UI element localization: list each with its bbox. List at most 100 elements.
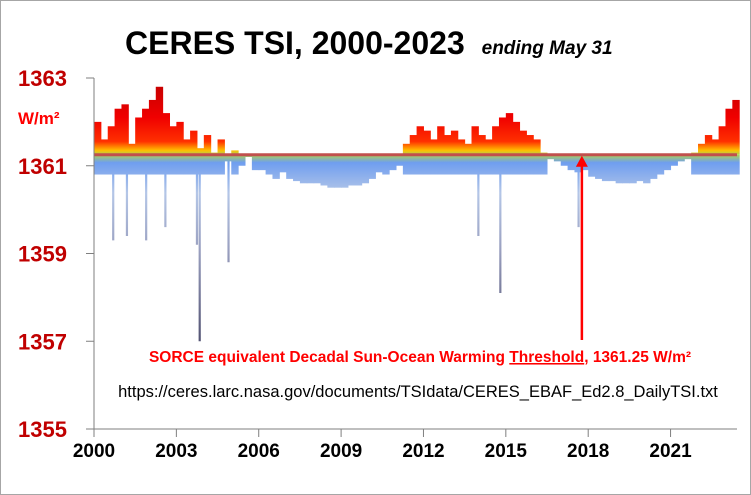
tsi-bar-above bbox=[128, 143, 136, 155]
tsi-bar-above bbox=[94, 121, 102, 155]
tsi-bar-above bbox=[402, 143, 411, 155]
tsi-bar-below bbox=[553, 154, 562, 162]
tsi-bar-below bbox=[231, 154, 239, 175]
tsi-bar-below bbox=[155, 154, 164, 175]
tsi-bar-below bbox=[656, 154, 665, 175]
tsi-bar-above bbox=[725, 108, 733, 155]
tsi-bar-below bbox=[677, 154, 685, 162]
tsi-bar-below bbox=[519, 154, 527, 175]
tsi-bar-below bbox=[608, 154, 617, 182]
tsi-bar-above bbox=[711, 139, 720, 155]
tsi-bar-below bbox=[430, 154, 438, 175]
tsi-bar-below bbox=[347, 154, 356, 186]
tsi-bar-below bbox=[361, 154, 370, 184]
tsi-bar-above bbox=[437, 126, 445, 155]
tsi-bar-below bbox=[691, 154, 699, 175]
tsi-bar-below bbox=[457, 154, 466, 175]
tsi-bar-above bbox=[718, 126, 726, 155]
tsi-bar-above bbox=[698, 143, 706, 155]
tsi-bar-below bbox=[595, 154, 603, 179]
tsi-bar-below bbox=[217, 154, 225, 175]
tsi-bar-above bbox=[485, 139, 493, 155]
tsi-bar-below bbox=[505, 154, 514, 175]
tsi-bar-above bbox=[416, 126, 424, 155]
threshold-arrow-head bbox=[575, 155, 588, 167]
tsi-bar-below bbox=[368, 154, 376, 179]
tsi-bar-below bbox=[601, 154, 610, 182]
tsi-bar-below bbox=[341, 154, 349, 188]
tsi-bar-below bbox=[293, 154, 301, 182]
tsi-bar-above bbox=[478, 135, 486, 155]
tsi-bar-below bbox=[492, 154, 500, 175]
tsi-bar-above bbox=[217, 139, 225, 155]
tsi-bar-below bbox=[450, 154, 459, 175]
y-tick-label: 1363 bbox=[18, 66, 67, 91]
tsi-bar-above bbox=[231, 150, 239, 155]
y-tick-label: 1361 bbox=[18, 154, 67, 179]
tsi-bar-below bbox=[725, 154, 733, 175]
tsi-bar-below bbox=[732, 154, 740, 175]
tsi-bar-below bbox=[334, 154, 342, 188]
tsi-bar-below bbox=[698, 154, 706, 175]
tsi-bar-below bbox=[704, 154, 713, 175]
tsi-bar-below bbox=[560, 154, 569, 166]
tsi-bar-below bbox=[190, 154, 198, 175]
tsi-bar-below bbox=[663, 154, 672, 171]
tsi-bar-below bbox=[238, 154, 246, 166]
tsi-bar-below bbox=[444, 154, 452, 175]
y-tick-label: 1359 bbox=[18, 242, 67, 267]
y-tick-label: 1355 bbox=[18, 417, 67, 442]
tsi-bar-below bbox=[203, 154, 212, 175]
tsi-bar-above bbox=[498, 117, 507, 155]
tsi-bar-above bbox=[169, 126, 177, 155]
tsi-bar-below bbox=[375, 154, 383, 173]
tsi-bar-above bbox=[155, 86, 164, 155]
tsi-bar-below bbox=[643, 154, 651, 184]
tsi-bar-below bbox=[478, 154, 486, 175]
tsi-bar-below bbox=[107, 154, 116, 175]
tsi-bar-below bbox=[485, 154, 493, 175]
tsi-bar-below bbox=[622, 154, 630, 184]
tsi-bar-below bbox=[471, 154, 479, 175]
tsi-bar-below bbox=[636, 154, 644, 182]
tsi-bar-above bbox=[526, 135, 534, 155]
tsi-bar-above bbox=[196, 148, 205, 155]
x-tick-label: 2015 bbox=[485, 441, 528, 462]
x-tick-label: 2006 bbox=[238, 441, 280, 462]
tsi-bar-below bbox=[258, 154, 267, 171]
tsi-bar-above bbox=[423, 130, 431, 155]
tsi-bar-below bbox=[464, 154, 473, 175]
tsi-bar-below bbox=[327, 154, 335, 188]
tsi-bar-below bbox=[409, 154, 418, 175]
tsi-bar-below bbox=[629, 154, 637, 184]
x-tick-label: 2018 bbox=[567, 441, 609, 462]
tsi-bar-below bbox=[533, 154, 541, 175]
tsi-bar-above bbox=[183, 139, 191, 155]
tsi-bar-below bbox=[588, 154, 596, 177]
x-tick-label: 2021 bbox=[649, 441, 692, 462]
tsi-bar-above bbox=[430, 139, 438, 155]
tsi-bar-below bbox=[437, 154, 445, 175]
tsi-bar-below bbox=[670, 154, 678, 166]
x-tick-label: 2000 bbox=[73, 441, 115, 462]
tsi-bar-above bbox=[519, 130, 527, 155]
tsi-bar-below bbox=[135, 154, 143, 175]
tsi-bar-above bbox=[114, 108, 122, 155]
tsi-bar-below bbox=[210, 154, 219, 175]
y-axis-unit: W/m² bbox=[18, 109, 60, 128]
tsi-bar-above bbox=[505, 113, 514, 155]
tsi-bar-above bbox=[533, 139, 541, 155]
tsi-bar-below bbox=[306, 154, 315, 184]
tsi-bar-above bbox=[444, 135, 452, 155]
tsi-bar-below bbox=[423, 154, 431, 175]
chart-subtitle: ending May 31 bbox=[482, 38, 613, 59]
tsi-bar-below bbox=[320, 154, 328, 186]
tsi-bar-above bbox=[176, 121, 184, 155]
tsi-bar-below bbox=[498, 154, 507, 175]
tsi-bar-below bbox=[526, 154, 534, 175]
tsi-bar-above bbox=[203, 135, 212, 155]
tsi-bar-below bbox=[299, 154, 308, 184]
source-url: https://ceres.larc.nasa.gov/documents/TS… bbox=[118, 383, 718, 401]
svg-text:CERES TSI, 2000-2023 endin: CERES TSI, 2000-2023 ending May 31 bbox=[125, 25, 613, 61]
tsi-bar-below bbox=[114, 154, 122, 175]
